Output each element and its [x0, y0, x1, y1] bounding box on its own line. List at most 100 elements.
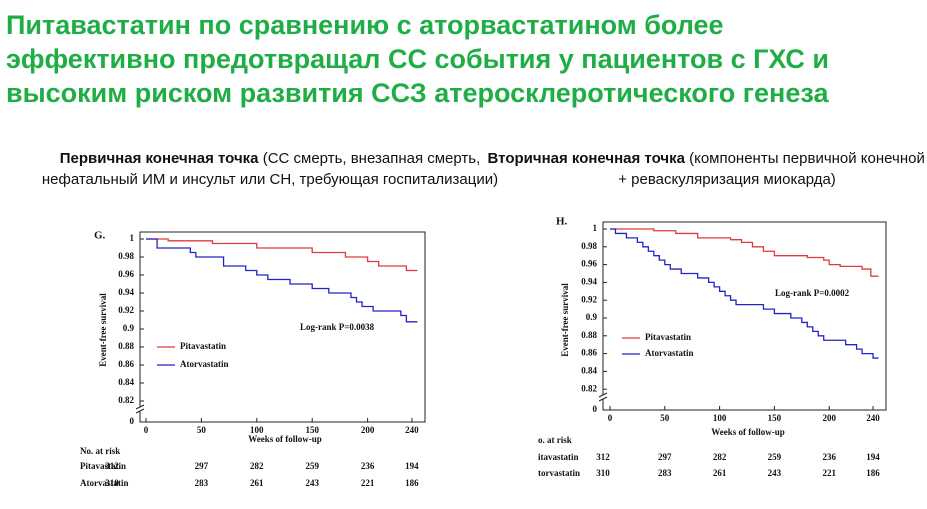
- caption: Вторичная конечная точка (компоненты пер…: [482, 148, 927, 206]
- risk-value: 283: [658, 468, 672, 478]
- y-tick-label: 0.9: [123, 323, 135, 333]
- y-tick-label: 0.82: [581, 383, 597, 393]
- risk-value: 312: [596, 452, 610, 462]
- panel-label: H.: [556, 216, 568, 228]
- risk-value: 282: [713, 452, 727, 462]
- plot-frame: [602, 221, 887, 411]
- risk-row-name: torvastatin: [538, 468, 580, 478]
- slide-title: Питавастатин по сравнению с аторвастатин…: [6, 8, 829, 110]
- y-tick-label: 1: [130, 233, 135, 243]
- risk-value: 221: [361, 478, 375, 488]
- title-line: эффективно предотвращал СС события у пац…: [6, 44, 829, 74]
- caption-text: (компоненты первичной конечной точки + р…: [618, 150, 927, 188]
- x-tick-label: 0: [608, 413, 613, 423]
- x-tick-label: 150: [305, 425, 319, 435]
- risk-value: 261: [250, 478, 264, 488]
- risk-value: 221: [822, 468, 836, 478]
- axis-break: [598, 392, 608, 398]
- y-tick-label: 0.84: [581, 365, 597, 375]
- y-tick-label: 0.98: [118, 251, 134, 261]
- risk-table-title: No. at risk: [80, 446, 120, 456]
- x-tick-label: 150: [768, 413, 782, 423]
- risk-value: 259: [768, 452, 782, 462]
- y-tick-label: 0.96: [581, 259, 597, 269]
- y-tick-label: 0.98: [581, 241, 597, 251]
- risk-value: 259: [305, 461, 319, 471]
- risk-value: 283: [195, 478, 209, 488]
- legend-label: Atorvastatin: [180, 359, 229, 369]
- annotation: Log-rank P=0.0002: [775, 288, 850, 298]
- risk-value: 236: [822, 452, 836, 462]
- risk-value: 186: [866, 468, 880, 478]
- risk-row-name: Atorvastatin: [80, 478, 129, 488]
- x-tick-label: 240: [405, 425, 419, 435]
- y-tick-label: 1: [593, 223, 598, 233]
- legend-label: Pitavastatin: [645, 332, 691, 342]
- y-tick-label: 0.94: [581, 276, 597, 286]
- risk-row-name: itavastatin: [538, 452, 579, 462]
- x-tick-label: 0: [144, 425, 149, 435]
- legend-label: Pitavastatin: [180, 341, 226, 351]
- axis-break-label: 0: [593, 404, 598, 414]
- title-line: Питавастатин по сравнению с аторвастатин…: [6, 10, 724, 40]
- x-tick-label: 200: [822, 413, 836, 423]
- risk-value: 236: [361, 461, 375, 471]
- caption-heading: Первичная конечная точка: [59, 150, 259, 167]
- axis-break: [135, 408, 145, 414]
- risk-row-name: Pitavastatin: [80, 461, 126, 471]
- y-tick-label: 0.86: [118, 359, 134, 369]
- y-tick-label: 0.96: [118, 269, 134, 279]
- x-tick-label: 50: [197, 425, 207, 435]
- risk-value: 194: [405, 461, 419, 471]
- risk-value: 243: [768, 468, 782, 478]
- title-line: высоким риском развития ССЗ атеросклерот…: [6, 78, 829, 108]
- survival-curve: [146, 238, 418, 272]
- survival-curve: [610, 228, 879, 277]
- risk-value: 297: [658, 452, 672, 462]
- risk-value: 282: [250, 461, 264, 471]
- caption-heading: Вторичная конечная точка: [487, 150, 685, 167]
- axis-break-gap: [137, 407, 143, 411]
- plot-frame: [139, 231, 426, 423]
- x-tick-label: 200: [361, 425, 375, 435]
- risk-value: 186: [405, 478, 419, 488]
- risk-value: 310: [105, 478, 119, 488]
- risk-value: 194: [866, 452, 880, 462]
- y-tick-label: 0.86: [581, 348, 597, 358]
- axis-break: [598, 396, 608, 402]
- annotation: Log-rank P=0.0038: [300, 322, 375, 332]
- x-tick-label: 240: [866, 413, 880, 423]
- y-tick-label: 0.82: [118, 395, 134, 405]
- survival-curve: [610, 228, 879, 359]
- y-axis-label: Event-free survival: [560, 283, 570, 357]
- x-tick-label: 100: [713, 413, 727, 423]
- y-tick-label: 0.88: [118, 341, 134, 351]
- y-tick-label: 0.94: [118, 287, 134, 297]
- x-axis-label: Weeks of follow-up: [711, 427, 785, 437]
- caption-text: (СС смерть, внезапная смерть, нефатальны…: [41, 150, 499, 188]
- caption: Первичная конечная точка (СС смерть, вне…: [25, 148, 515, 190]
- risk-table-title: o. at risk: [538, 435, 572, 445]
- y-tick-label: 0.92: [118, 305, 134, 315]
- x-tick-label: 50: [660, 413, 670, 423]
- y-tick-label: 0.92: [581, 294, 597, 304]
- y-tick-label: 0.88: [581, 330, 597, 340]
- risk-value: 297: [195, 461, 209, 471]
- axis-break: [135, 404, 145, 410]
- x-axis-label: Weeks of follow-up: [248, 434, 322, 444]
- risk-value: 312: [105, 461, 119, 471]
- risk-value: 243: [305, 478, 319, 488]
- y-tick-label: 0.9: [586, 312, 598, 322]
- y-axis-label: Event-free survival: [98, 293, 108, 367]
- axis-break-gap: [600, 395, 606, 399]
- risk-value: 310: [596, 468, 610, 478]
- panel-label: G.: [94, 230, 106, 242]
- risk-value: 261: [713, 468, 727, 478]
- axis-break-label: 0: [130, 416, 135, 426]
- survival-curve: [146, 238, 418, 323]
- legend-label: Atorvastatin: [645, 348, 694, 358]
- x-tick-label: 100: [250, 425, 264, 435]
- y-tick-label: 0.84: [118, 377, 134, 387]
